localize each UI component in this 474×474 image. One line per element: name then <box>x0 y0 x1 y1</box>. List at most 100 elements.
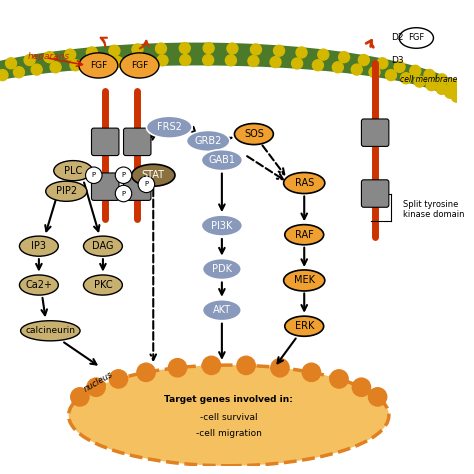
Circle shape <box>115 167 132 183</box>
Text: P: P <box>121 191 126 197</box>
Ellipse shape <box>83 236 122 256</box>
Circle shape <box>109 370 128 388</box>
Text: -cell survival: -cell survival <box>200 413 257 422</box>
Ellipse shape <box>19 275 58 295</box>
FancyBboxPatch shape <box>124 128 151 155</box>
Text: PIP2: PIP2 <box>56 186 77 196</box>
Ellipse shape <box>285 316 324 336</box>
Ellipse shape <box>285 225 324 245</box>
Circle shape <box>70 60 81 71</box>
Circle shape <box>351 64 362 75</box>
Circle shape <box>31 64 42 75</box>
Ellipse shape <box>202 300 241 321</box>
Text: IP3: IP3 <box>31 241 46 251</box>
Ellipse shape <box>46 181 87 201</box>
Circle shape <box>394 62 405 73</box>
Ellipse shape <box>283 270 325 291</box>
Circle shape <box>24 55 35 65</box>
Text: Ca2+: Ca2+ <box>26 280 53 290</box>
Ellipse shape <box>69 365 389 466</box>
Circle shape <box>302 363 320 382</box>
Text: P: P <box>121 172 126 178</box>
Circle shape <box>401 73 411 84</box>
Circle shape <box>86 47 97 58</box>
Circle shape <box>330 370 348 388</box>
Polygon shape <box>0 43 474 102</box>
Ellipse shape <box>399 27 433 48</box>
Text: STAT: STAT <box>142 170 165 180</box>
Circle shape <box>137 363 155 382</box>
Circle shape <box>447 79 458 90</box>
Ellipse shape <box>201 215 243 236</box>
Circle shape <box>203 55 214 65</box>
Circle shape <box>368 388 387 406</box>
Circle shape <box>273 45 284 56</box>
Circle shape <box>445 87 456 98</box>
Ellipse shape <box>120 53 159 78</box>
Circle shape <box>85 167 102 183</box>
Text: Target genes involved in:: Target genes involved in: <box>164 395 293 404</box>
FancyBboxPatch shape <box>91 128 119 155</box>
Circle shape <box>248 55 259 66</box>
Circle shape <box>332 62 343 73</box>
Ellipse shape <box>283 173 325 193</box>
Circle shape <box>180 55 191 65</box>
Circle shape <box>414 76 425 87</box>
Text: FRS2: FRS2 <box>157 122 182 132</box>
Text: Split tyrosine
kinase domain: Split tyrosine kinase domain <box>402 200 464 219</box>
Ellipse shape <box>83 275 122 295</box>
Text: AKT: AKT <box>213 305 231 315</box>
Circle shape <box>6 58 17 69</box>
Ellipse shape <box>20 321 80 341</box>
Circle shape <box>358 55 369 65</box>
Circle shape <box>112 56 123 68</box>
Text: RAF: RAF <box>295 230 314 240</box>
Circle shape <box>369 67 380 78</box>
Text: P: P <box>92 172 96 178</box>
Circle shape <box>115 185 132 202</box>
Circle shape <box>338 52 350 63</box>
Circle shape <box>436 83 447 94</box>
Text: heparans: heparans <box>27 52 70 61</box>
Circle shape <box>250 44 262 55</box>
Circle shape <box>135 55 146 66</box>
Circle shape <box>138 176 155 192</box>
Circle shape <box>424 70 435 81</box>
Ellipse shape <box>131 164 175 186</box>
Text: PLC: PLC <box>64 166 82 176</box>
Text: GRB2: GRB2 <box>194 136 222 146</box>
Circle shape <box>237 356 255 374</box>
Text: PI3K: PI3K <box>211 220 233 230</box>
Text: FGF: FGF <box>90 61 107 70</box>
Text: D2: D2 <box>391 34 404 43</box>
Text: cell membrane: cell membrane <box>401 75 458 84</box>
Circle shape <box>377 58 388 69</box>
Text: P: P <box>144 182 148 187</box>
Circle shape <box>71 388 89 406</box>
Circle shape <box>44 52 55 63</box>
Circle shape <box>0 70 8 81</box>
Circle shape <box>87 378 105 396</box>
Circle shape <box>202 356 220 374</box>
Circle shape <box>456 83 467 94</box>
Text: SOS: SOS <box>244 129 264 139</box>
Text: GAB1: GAB1 <box>209 155 236 165</box>
Text: nucleus: nucleus <box>82 370 115 393</box>
Circle shape <box>203 43 214 54</box>
Ellipse shape <box>235 124 273 145</box>
Circle shape <box>270 56 281 68</box>
Circle shape <box>292 58 302 69</box>
Circle shape <box>271 359 289 377</box>
Text: DAG: DAG <box>92 241 114 251</box>
FancyBboxPatch shape <box>124 173 151 201</box>
Ellipse shape <box>54 161 92 181</box>
Circle shape <box>50 62 61 73</box>
Circle shape <box>157 55 168 66</box>
Circle shape <box>463 88 474 99</box>
Ellipse shape <box>186 130 230 152</box>
Ellipse shape <box>146 116 192 138</box>
Circle shape <box>296 47 307 58</box>
FancyBboxPatch shape <box>361 119 389 146</box>
Text: MEK: MEK <box>294 275 315 285</box>
Text: RAS: RAS <box>295 178 314 188</box>
